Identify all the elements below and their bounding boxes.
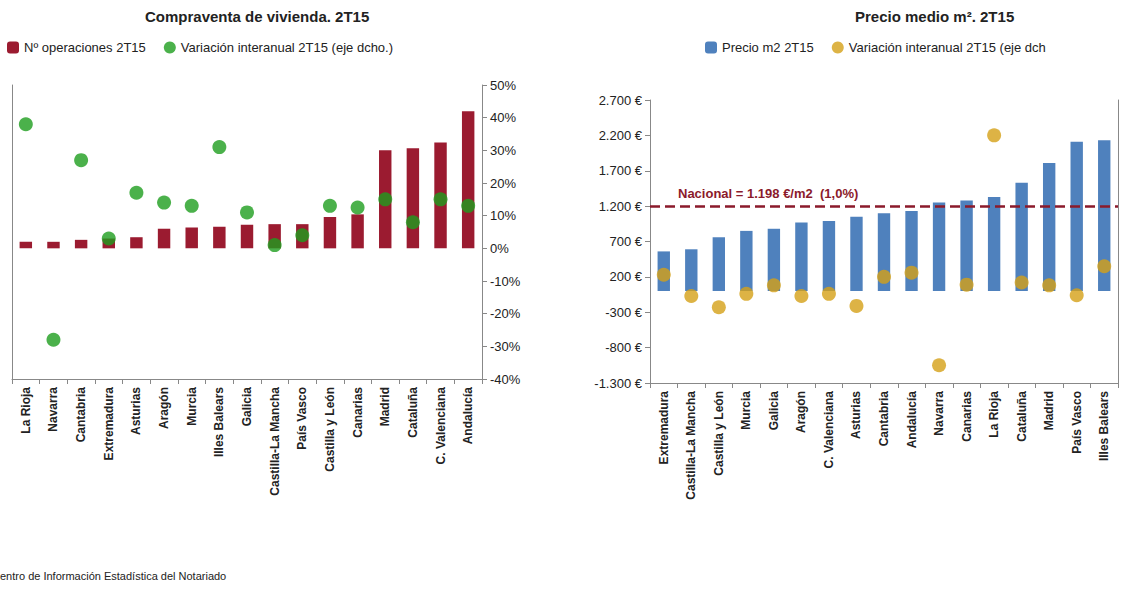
svg-text:Navarra: Navarra (46, 387, 60, 432)
svg-text:Precio m2 2T15: Precio m2 2T15 (722, 40, 814, 55)
svg-text:1.700 €: 1.700 € (599, 163, 643, 178)
svg-text:2.200 €: 2.200 € (599, 128, 643, 143)
svg-text:200 €: 200 € (609, 269, 642, 284)
svg-text:-300 €: -300 € (605, 305, 643, 320)
svg-text:Madrid: Madrid (1042, 391, 1056, 430)
svg-text:Variación interanual 2T15 (eje: Variación interanual 2T15 (eje dch (849, 40, 1046, 55)
svg-text:Nacional = 1.198 €/m2 (1,0%): Nacional = 1.198 €/m2 (1,0%) (678, 186, 858, 201)
svg-text:-800 €: -800 € (605, 340, 643, 355)
svg-text:Madrid: Madrid (378, 387, 392, 426)
svg-text:Murcia: Murcia (739, 391, 753, 430)
svg-text:Asturias: Asturias (129, 387, 143, 435)
svg-text:-20%: -20% (490, 306, 521, 321)
svg-text:Andalucía: Andalucía (461, 387, 475, 445)
svg-text:Aragón: Aragón (794, 391, 808, 433)
svg-text:C. Valenciana: C. Valenciana (822, 391, 836, 469)
svg-text:Galicia: Galicia (767, 391, 781, 431)
svg-text:País Vasco: País Vasco (1070, 391, 1084, 454)
svg-text:Canarias: Canarias (960, 391, 974, 442)
svg-text:La Rioja: La Rioja (19, 387, 33, 434)
svg-text:Castilla y León: Castilla y León (712, 391, 726, 476)
svg-text:2.700 €: 2.700 € (599, 93, 643, 108)
svg-text:Aragón: Aragón (157, 387, 171, 429)
svg-text:Murcia: Murcia (185, 387, 199, 426)
svg-text:Cantabria: Cantabria (74, 387, 88, 443)
svg-text:10%: 10% (490, 208, 516, 223)
svg-text:Extremadura: Extremadura (657, 391, 671, 465)
svg-text:-40%: -40% (490, 372, 521, 387)
svg-text:Andalucía: Andalucía (905, 391, 919, 449)
svg-text:1.200 €: 1.200 € (599, 199, 643, 214)
svg-text:0%: 0% (490, 241, 509, 256)
svg-text:Variación interanual 2T15 (eje: Variación interanual 2T15 (eje dcho.) (181, 40, 393, 55)
svg-text:-10%: -10% (490, 274, 521, 289)
svg-text:700 €: 700 € (609, 234, 642, 249)
svg-text:C. Valenciana: C. Valenciana (434, 387, 448, 465)
svg-text:País Vasco: País Vasco (295, 387, 309, 450)
svg-text:Asturias: Asturias (849, 391, 863, 439)
svg-text:Illes Balears: Illes Balears (1097, 391, 1111, 461)
svg-text:Navarra: Navarra (932, 391, 946, 436)
svg-text:50%: 50% (490, 78, 516, 93)
svg-text:-30%: -30% (490, 339, 521, 354)
svg-text:La Rioja: La Rioja (987, 391, 1001, 438)
svg-text:Castilla-La Mancha: Castilla-La Mancha (684, 391, 698, 500)
svg-text:Cataluña: Cataluña (1015, 391, 1029, 442)
svg-text:Castilla-La Mancha: Castilla-La Mancha (268, 387, 282, 496)
svg-text:40%: 40% (490, 110, 516, 125)
svg-text:Cataluña: Cataluña (406, 387, 420, 438)
svg-text:Castilla y León: Castilla y León (323, 387, 337, 472)
svg-text:Extremadura: Extremadura (102, 387, 116, 461)
svg-text:Precio medio m². 2T15: Precio medio m². 2T15 (855, 8, 1014, 25)
svg-text:Cantabria: Cantabria (877, 391, 891, 447)
svg-text:Compraventa de vivienda. 2T15: Compraventa de vivienda. 2T15 (145, 8, 369, 25)
svg-text:Galicia: Galicia (240, 387, 254, 427)
svg-text:Canarias: Canarias (351, 387, 365, 438)
svg-text:20%: 20% (490, 176, 516, 191)
svg-text:30%: 30% (490, 143, 516, 158)
svg-text:entro de Información Estadísti: entro de Información Estadística del Not… (0, 570, 226, 582)
svg-text:Illes Balears: Illes Balears (212, 387, 226, 457)
svg-text:Nº operaciones 2T15: Nº operaciones 2T15 (24, 40, 146, 55)
svg-text:-1.300 €: -1.300 € (594, 376, 642, 391)
